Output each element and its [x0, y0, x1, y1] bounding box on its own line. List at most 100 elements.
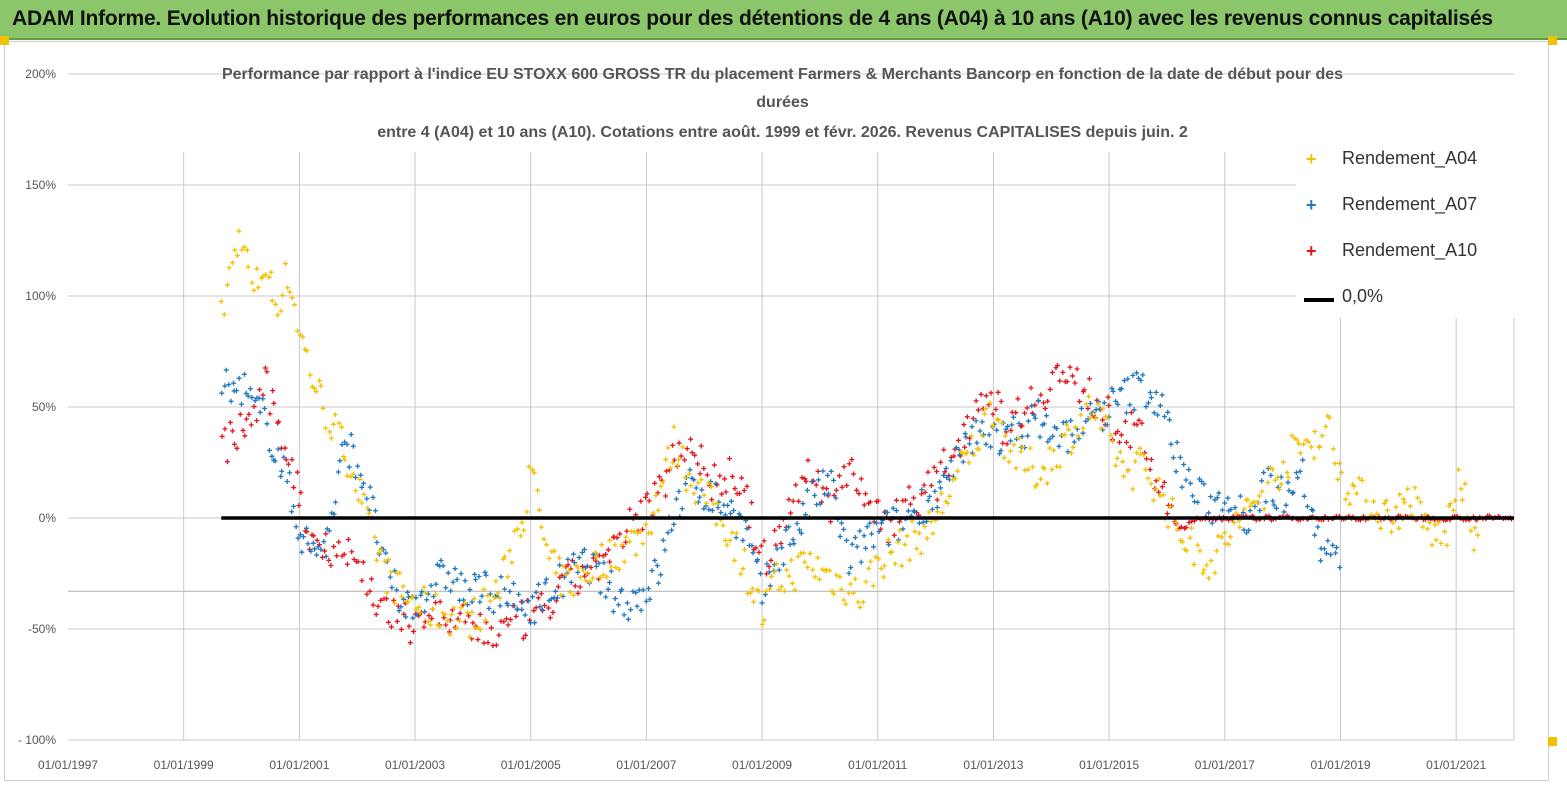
a04-point — [831, 591, 837, 597]
a10-point — [1153, 478, 1159, 484]
a07-point — [713, 481, 719, 487]
a04-point — [1326, 415, 1332, 421]
a07-point — [1076, 436, 1082, 442]
a10-point — [749, 500, 755, 506]
a10-point — [1042, 406, 1048, 412]
a07-point — [612, 596, 618, 602]
x-tick-label: 01/01/2015 — [1079, 758, 1139, 772]
a04-point — [966, 460, 972, 466]
a07-point — [222, 383, 228, 389]
a07-point — [1216, 490, 1222, 496]
a04-point — [1006, 459, 1012, 465]
a07-point — [1131, 407, 1137, 413]
a04-point — [307, 372, 313, 378]
a04-point — [701, 492, 707, 498]
a07-point — [916, 520, 922, 526]
a07-point — [346, 464, 352, 470]
a10-point — [1139, 420, 1145, 426]
a10-point — [761, 538, 767, 544]
a07-point — [728, 498, 734, 504]
a07-point — [759, 600, 765, 606]
a10-point — [688, 436, 694, 442]
a04-point — [640, 541, 646, 547]
a04-point — [1165, 524, 1171, 530]
a04-point — [792, 587, 798, 593]
a07-point — [1293, 470, 1299, 476]
a07-point — [1016, 420, 1022, 426]
a04-point — [855, 599, 861, 605]
a04-point — [768, 573, 774, 579]
a07-point — [812, 493, 818, 499]
a07-point — [817, 501, 823, 507]
a07-point — [260, 396, 266, 402]
a07-point — [934, 504, 940, 510]
a07-point — [1054, 426, 1060, 432]
a04-point — [575, 565, 581, 571]
a04-point — [226, 265, 232, 271]
a04-point — [1044, 480, 1050, 486]
a07-point — [514, 607, 520, 613]
a10-point — [588, 564, 594, 570]
a07-point — [1159, 392, 1165, 398]
a04-point — [1126, 467, 1132, 473]
a04-point — [1378, 525, 1384, 531]
a10-point — [643, 494, 649, 500]
a04-point — [955, 468, 961, 474]
a07-point — [1145, 400, 1151, 406]
a10-point — [744, 483, 750, 489]
a07-point — [647, 596, 653, 602]
a04-point — [416, 604, 422, 610]
a07-point — [1247, 508, 1253, 514]
a07-point — [1143, 404, 1149, 410]
a10-point — [875, 498, 881, 504]
a10-point — [527, 617, 533, 623]
a04-point — [1016, 435, 1022, 441]
a04-point — [749, 585, 755, 591]
a07-point — [331, 511, 337, 517]
a04-point — [892, 561, 898, 567]
a07-point — [1208, 494, 1214, 500]
a04-point — [1247, 503, 1253, 509]
a07-point — [962, 431, 968, 437]
a10-point — [242, 433, 248, 439]
a04-point — [502, 554, 508, 560]
a07-point — [505, 602, 511, 608]
a04-point — [1153, 486, 1159, 492]
a04-point — [1323, 424, 1329, 430]
a04-point — [1145, 475, 1151, 481]
a04-point — [392, 600, 398, 606]
a04-point — [344, 473, 350, 479]
a04-point — [612, 542, 618, 548]
a07-point — [308, 548, 314, 554]
a04-point — [976, 446, 982, 452]
a04-point — [1148, 481, 1154, 487]
a04-point — [916, 530, 922, 536]
a04-point — [1255, 500, 1261, 506]
a04-point — [366, 510, 372, 516]
a04-point — [249, 280, 255, 286]
a07-point — [1334, 545, 1340, 551]
a10-point — [296, 502, 302, 508]
a10-point — [928, 483, 934, 489]
a04-point — [1214, 548, 1220, 554]
a07-point — [312, 546, 318, 552]
a10-point — [922, 489, 928, 495]
a04-point — [279, 292, 285, 298]
a10-point — [768, 557, 774, 563]
a04-point — [706, 480, 712, 486]
a10-point — [678, 453, 684, 459]
a04-point — [1083, 401, 1089, 407]
a04-point — [1027, 445, 1033, 451]
a04-point — [708, 484, 714, 490]
a04-point — [291, 302, 297, 308]
a10-point — [831, 492, 837, 498]
a07-point — [831, 477, 837, 483]
a10-point — [998, 398, 1004, 404]
a10-point — [411, 628, 417, 634]
a10-point — [988, 390, 994, 396]
a10-point — [531, 608, 537, 614]
a10-point — [1116, 439, 1122, 445]
a07-point — [1252, 503, 1258, 509]
a04-point — [1319, 433, 1325, 439]
a07-point — [445, 570, 451, 576]
